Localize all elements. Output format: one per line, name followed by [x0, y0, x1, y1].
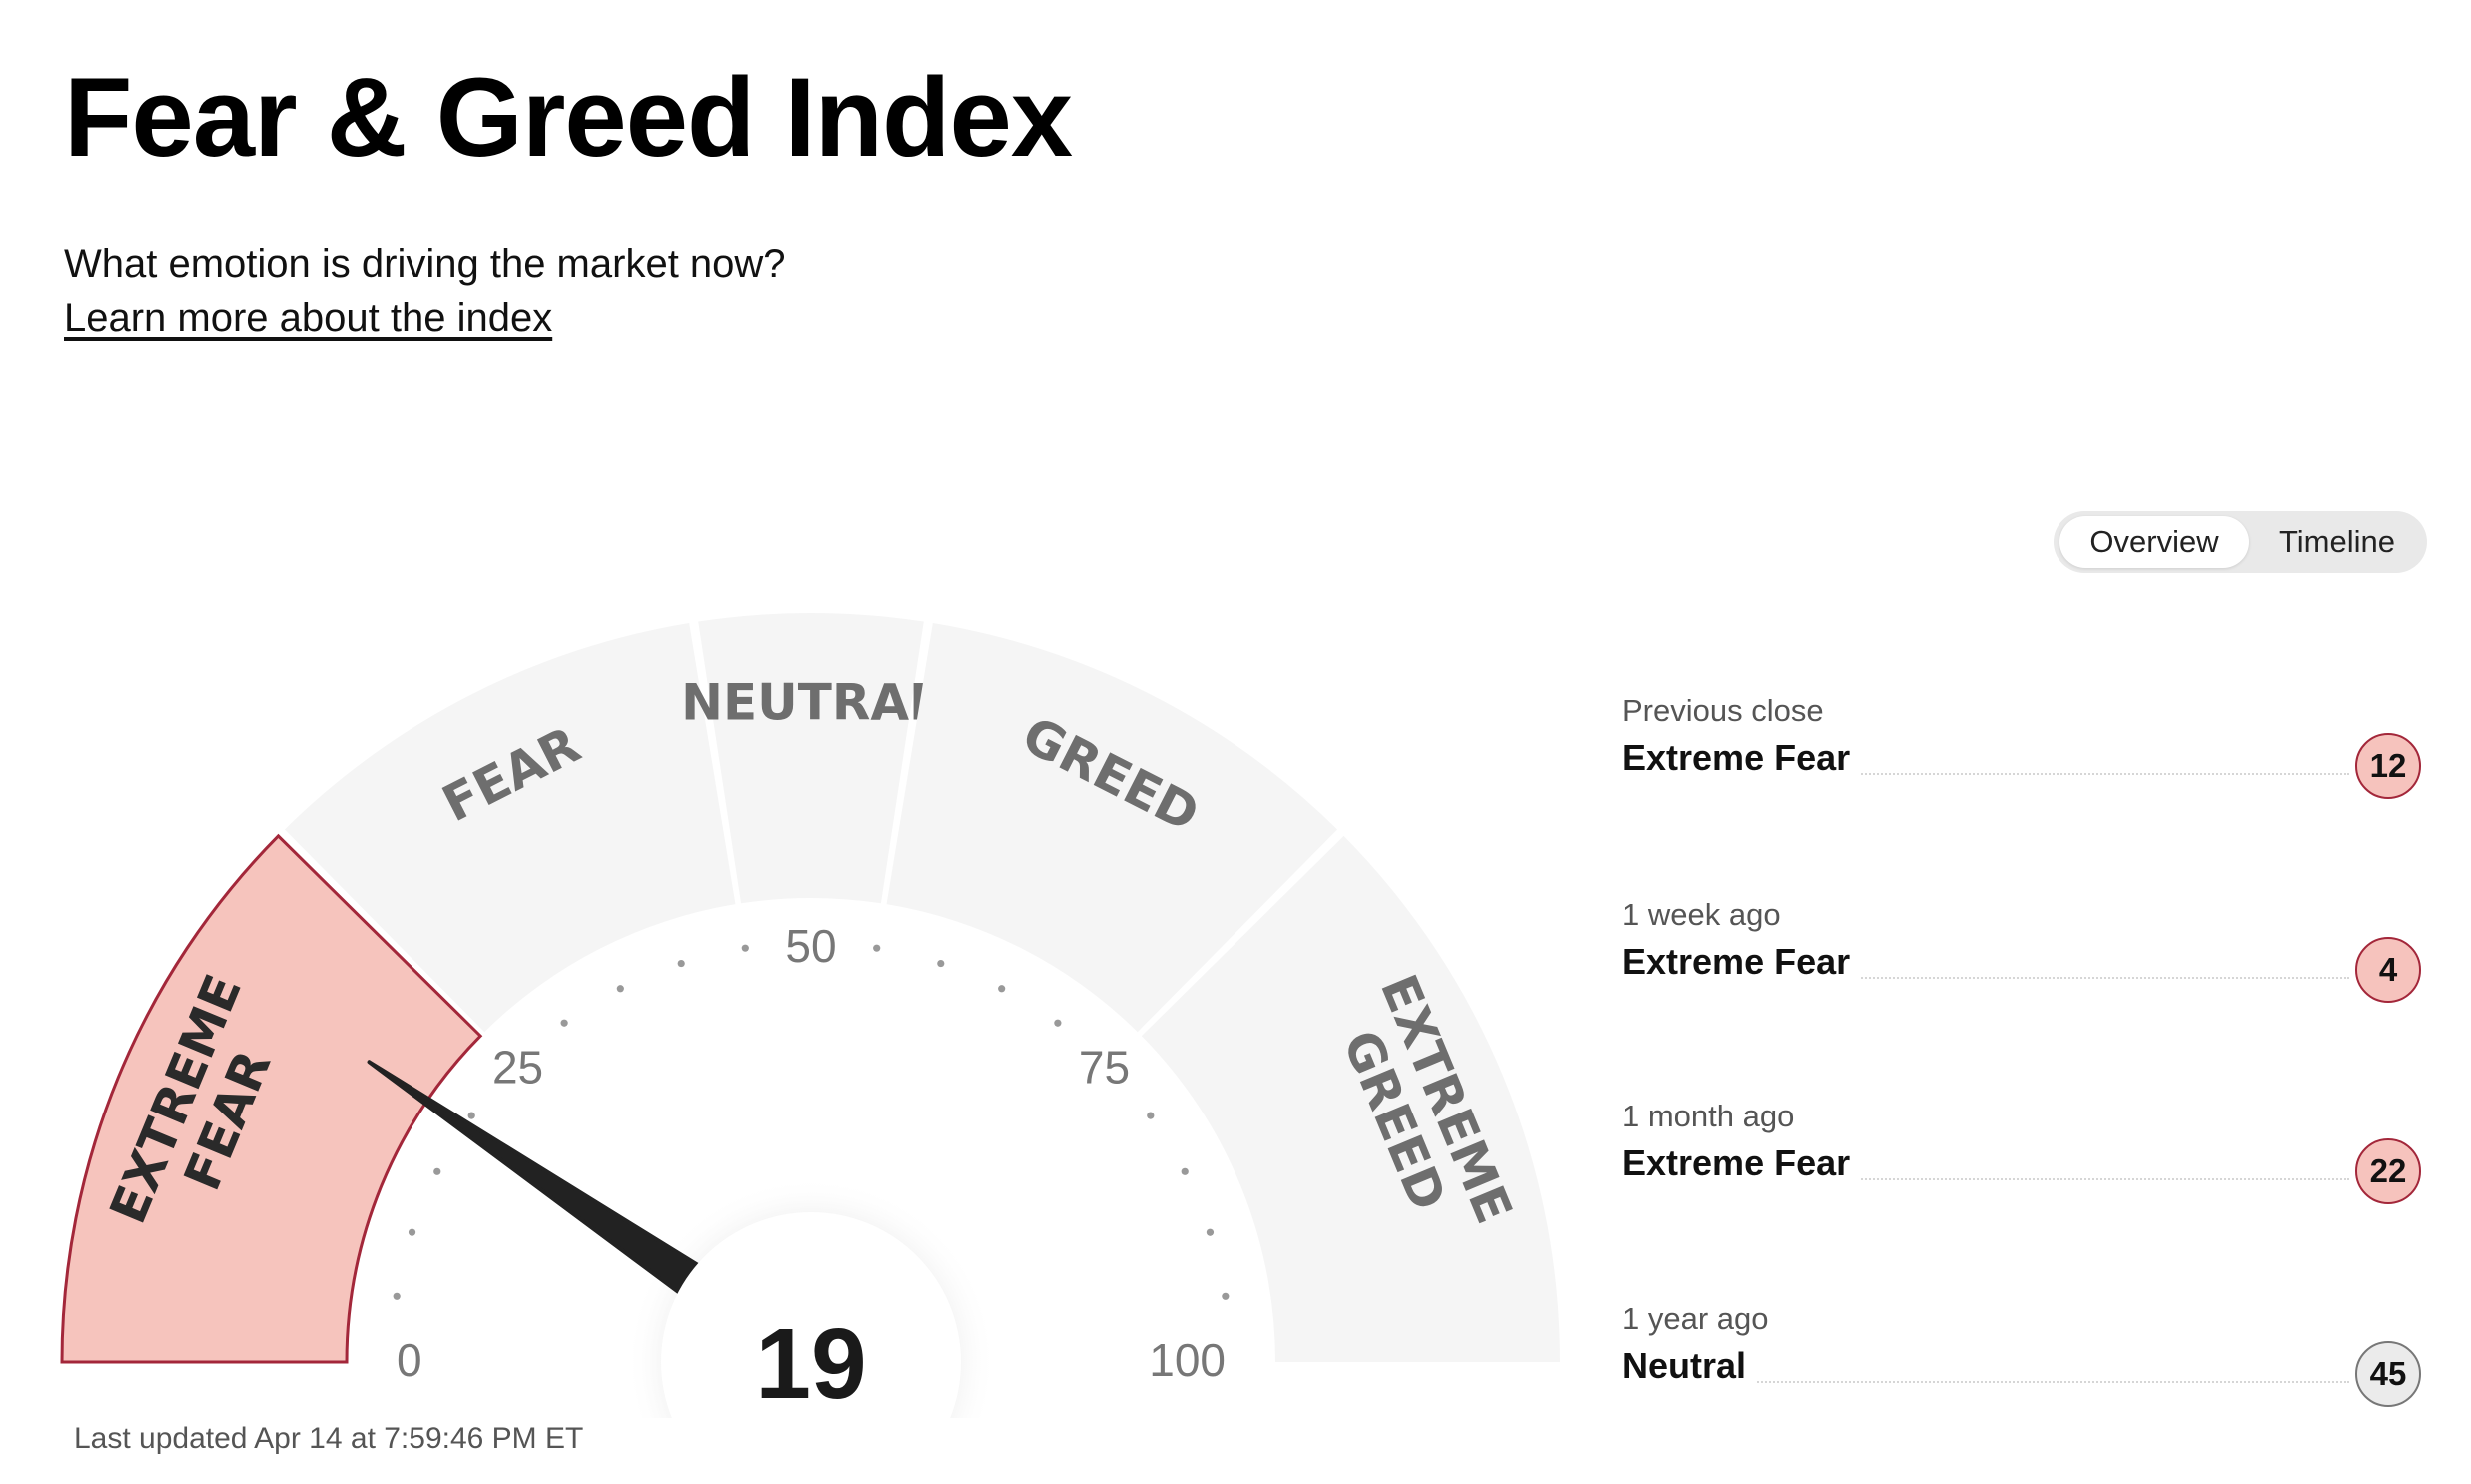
zone-greed — [886, 622, 1338, 1033]
history-rating: Extreme Fear — [1622, 737, 1861, 779]
history-rating: Neutral — [1622, 1345, 1757, 1387]
tick-label-75: 75 — [1079, 1042, 1130, 1094]
history-score-badge: 45 — [2355, 1341, 2421, 1407]
tick-dot — [937, 959, 945, 968]
tick-dot — [1147, 1112, 1155, 1119]
toggle-overview[interactable]: Overview — [2059, 516, 2249, 568]
last-updated: Last updated Apr 14 at 7:59:46 PM ET — [74, 1422, 584, 1455]
history-row: 1 year ago Neutral 45 — [1622, 1301, 2421, 1431]
tick-dot — [741, 944, 749, 952]
history-rating: Extreme Fear — [1622, 1142, 1861, 1184]
page-title: Fear & Greed Index — [64, 55, 1073, 180]
history-label: Previous close — [1622, 693, 1824, 728]
fear-greed-gauge: EXTREMEFEARFEARNEUTRALGREEDEXTREMEGREED0… — [60, 612, 1560, 1418]
tick-dot — [1181, 1167, 1189, 1175]
history-score-badge: 22 — [2355, 1138, 2421, 1204]
history-rating: Extreme Fear — [1622, 941, 1861, 983]
tick-dot — [408, 1228, 416, 1236]
view-toggle: Overview Timeline — [2054, 511, 2427, 573]
page-subtitle: What emotion is driving the market now? — [64, 242, 786, 286]
dotted-leader — [1622, 977, 2349, 979]
tick-label-0: 0 — [397, 1334, 422, 1386]
gauge-needle — [367, 1060, 726, 1313]
history-label: 1 week ago — [1622, 897, 1781, 932]
history-row: 1 month ago Extreme Fear 22 — [1622, 1099, 2421, 1228]
gauge-value: 19 — [755, 1308, 866, 1418]
dotted-leader — [1622, 1381, 2349, 1383]
tick-dot — [616, 985, 624, 993]
history-score-badge: 12 — [2355, 733, 2421, 799]
tick-dot — [998, 985, 1006, 993]
tick-dot — [393, 1292, 401, 1300]
history-label: 1 year ago — [1622, 1301, 1769, 1336]
zone-fear — [284, 622, 736, 1033]
tick-label-50: 50 — [785, 920, 836, 972]
zone-label-neutral: NEUTRAL — [681, 673, 941, 731]
tick-dot — [1206, 1228, 1215, 1236]
toggle-timeline[interactable]: Timeline — [2279, 524, 2395, 559]
history-row: 1 week ago Extreme Fear 4 — [1622, 897, 2421, 1027]
zone-neutral — [698, 612, 924, 904]
dotted-leader — [1622, 1178, 2349, 1180]
tick-dot — [677, 959, 685, 968]
tick-dot — [560, 1019, 568, 1027]
tick-dot — [467, 1112, 475, 1119]
tick-label-25: 25 — [492, 1042, 543, 1094]
zone-extreme-fear — [60, 833, 483, 1364]
history-score-badge: 4 — [2355, 937, 2421, 1003]
tick-label-100: 100 — [1149, 1334, 1226, 1386]
history-row: Previous close Extreme Fear 12 — [1622, 693, 2421, 823]
history-label: 1 month ago — [1622, 1099, 1795, 1133]
tick-dot — [1222, 1292, 1230, 1300]
tick-dot — [873, 944, 881, 952]
tick-dot — [1054, 1019, 1062, 1027]
learn-more-link[interactable]: Learn more about the index — [64, 296, 553, 340]
tick-dot — [433, 1167, 441, 1175]
gauge-center-circle — [661, 1212, 961, 1418]
dotted-leader — [1622, 773, 2349, 775]
zone-extreme-greed — [1141, 835, 1560, 1362]
